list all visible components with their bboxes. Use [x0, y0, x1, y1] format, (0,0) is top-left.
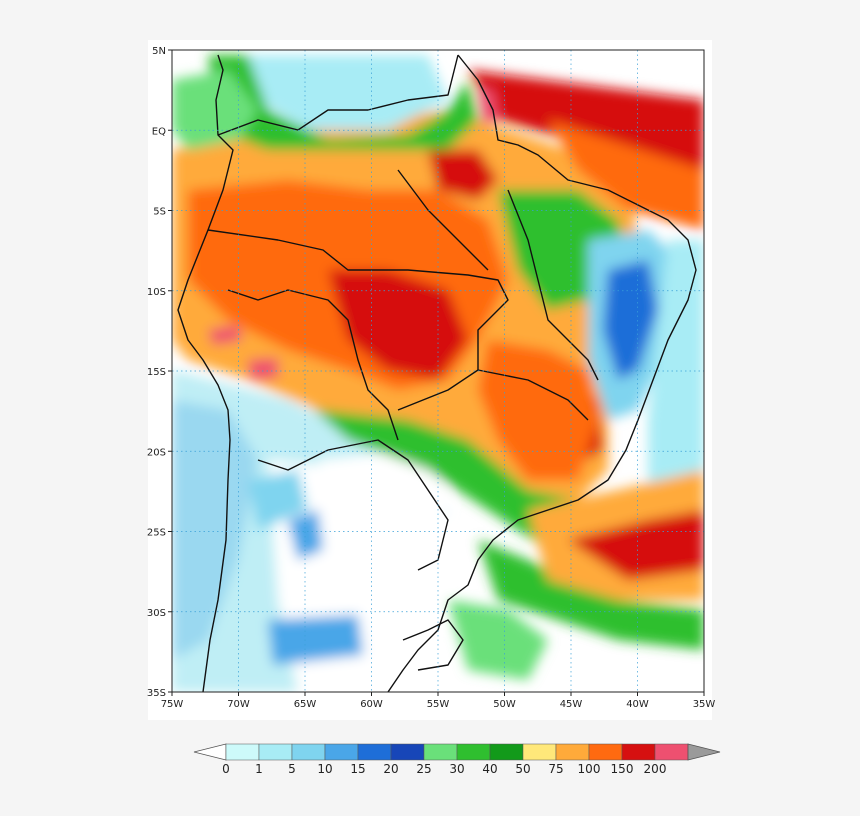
grid-lines [172, 50, 704, 692]
field-lightblue-north [248, 55, 448, 130]
field-cyan-atlantic [648, 240, 704, 510]
y-tick-label: 15S [147, 367, 166, 378]
y-tick-label: 5N [152, 46, 166, 57]
field-blue-northeast [603, 260, 658, 380]
y-tick-label: EQ [152, 126, 166, 137]
y-tick-label: 25S [147, 528, 166, 539]
colorbar-label: 75 [548, 762, 563, 776]
map-figure: 75W 70W 65W 60W 55W 50W 45W 40W 35W 5N EQ 5S 10S 15S… [147, 40, 715, 720]
field-blue-patch-3 [248, 470, 308, 530]
x-tick-label: 45W [560, 699, 583, 710]
colorbar-label: 15 [350, 762, 365, 776]
coastline-atlantic [387, 54, 697, 692]
field-green-coast [478, 540, 704, 650]
border-uruguay [402, 619, 464, 671]
border-amazon-states [207, 229, 509, 411]
y-tick-label: 10S [147, 287, 166, 298]
x-tick-label: 60W [360, 699, 383, 710]
x-tick-label: 40W [626, 699, 649, 710]
border-bolivia [227, 289, 399, 441]
colorbar-label: 40 [482, 762, 497, 776]
colorbar-swatch [588, 743, 623, 761]
x-tick-label: 70W [227, 699, 250, 710]
field-orange-ocean-north [548, 120, 704, 230]
colorbar-swatch [324, 743, 359, 761]
colorbar-label: 30 [449, 762, 464, 776]
y-tick-label: 20S [147, 447, 166, 458]
colorbar-swatch [489, 743, 524, 761]
colorbar-swatch [621, 743, 656, 761]
x-tick-label: 75W [161, 699, 184, 710]
colorbar-label: 10 [317, 762, 332, 776]
colorbar-swatch [357, 743, 392, 761]
x-tick-label: 35W [693, 699, 716, 710]
border-northeast [507, 189, 599, 381]
border-central-brazil [397, 169, 589, 421]
colorbar-over-arrow [687, 743, 721, 761]
colorbar-label: 200 [644, 762, 667, 776]
field-pink-amapa [478, 90, 498, 125]
colorbar-swatch [456, 743, 491, 761]
field-green-north [208, 55, 478, 150]
colorbar-label: 1 [255, 762, 263, 776]
border-argentina [257, 449, 329, 471]
y-tick-label: 30S [147, 608, 166, 619]
colorbar-swatch [291, 743, 326, 761]
colorbar-label: 50 [515, 762, 530, 776]
colorbar-label: 5 [288, 762, 296, 776]
field-red-southeast-ocean [568, 510, 704, 580]
field-pink-andes-1 [208, 325, 243, 345]
colorbar-label: 25 [416, 762, 431, 776]
colorbar-swatch [258, 743, 293, 761]
colorbar-swatch [522, 743, 557, 761]
plot-area [172, 50, 704, 692]
field-darkorange-east [478, 340, 598, 480]
y-tick-label: 35S [147, 688, 166, 699]
field-red-amazon [428, 150, 498, 200]
field-pink-andes-2 [248, 358, 278, 380]
x-axis-ticks: 75W 70W 65W 60W 55W 50W 45W 40W 35W [161, 692, 716, 710]
field-red-core-central [328, 270, 468, 380]
colorbar-label: 0 [222, 762, 230, 776]
colorbar-swatch [225, 743, 260, 761]
y-tick-label: 5S [153, 207, 166, 218]
field-blue-patch-1 [288, 510, 323, 560]
border-brazil-west [217, 54, 459, 136]
field-green-band [298, 380, 588, 550]
colorbar-label: 20 [383, 762, 398, 776]
colorbar-label: 100 [578, 762, 601, 776]
y-axis-ticks: 5N EQ 5S 10S 15S 20S 25S 30S 35S [147, 46, 172, 699]
colorbar-group: 0 1 5 10 15 20 25 30 40 50 75 100 150 200 [193, 743, 721, 776]
colorbar-swatch [555, 743, 590, 761]
colorbar-label: 150 [611, 762, 634, 776]
colorbar-swatch [390, 743, 425, 761]
colorbar-under-arrow [193, 743, 227, 761]
contour-field [172, 55, 704, 692]
colorbar-swatch [654, 743, 689, 761]
field-white-chaco [318, 450, 448, 560]
field-blue-patch-2 [268, 615, 363, 665]
precipitation-map: 75W 70W 65W 60W 55W 50W 45W 40W 35W 5N EQ 5S 10S 15S… [147, 46, 715, 710]
x-tick-label: 65W [294, 699, 317, 710]
x-tick-label: 50W [493, 699, 516, 710]
field-green-south-coast [448, 600, 548, 680]
colorbar-swatch [423, 743, 458, 761]
x-tick-label: 55W [427, 699, 450, 710]
field-lightblue-west [172, 400, 258, 660]
